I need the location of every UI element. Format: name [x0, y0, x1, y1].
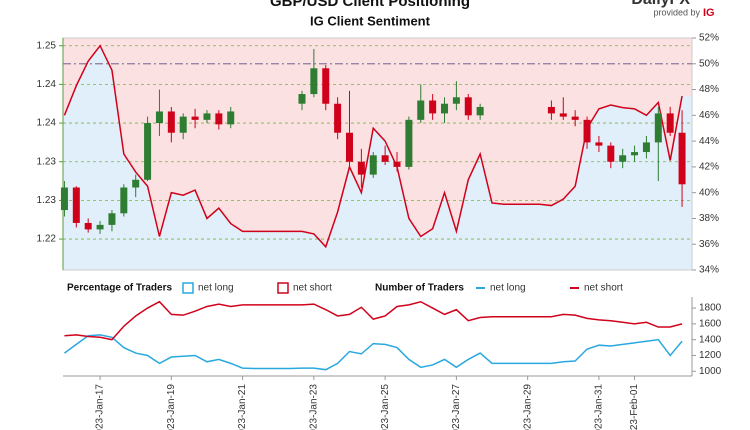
- long-area: [63, 45, 692, 270]
- y-tick-label: 1.24: [37, 79, 57, 90]
- legend-swatch: [182, 282, 194, 294]
- x-tick-label: 2023-Jan-27: [451, 384, 462, 430]
- y-tick-label: 1.23: [37, 195, 57, 206]
- y2-tick-label: 38%: [699, 213, 719, 224]
- candle-body: [464, 97, 472, 116]
- candle-body: [227, 111, 235, 125]
- candle-body: [179, 116, 187, 133]
- candle-body: [393, 161, 401, 167]
- candle-body: [167, 111, 175, 133]
- candle-body: [203, 113, 211, 120]
- candle-body: [357, 161, 365, 175]
- candle-body: [654, 113, 662, 143]
- x-tick-label: 2023-Jan-19: [166, 384, 177, 430]
- x-tick-label: 2023-Feb-01: [629, 384, 640, 430]
- candle-body: [476, 106, 484, 116]
- y2-tick-label: 50%: [699, 58, 719, 69]
- candle-body: [429, 100, 437, 114]
- brand-tagline: provided by: [653, 7, 700, 17]
- candle-body: [607, 145, 615, 162]
- count-line: [64, 300, 683, 341]
- y-tick-label: 1.22: [37, 234, 57, 245]
- candle-body: [322, 68, 330, 104]
- candle-body: [345, 132, 353, 162]
- legend-swatch: [277, 282, 289, 294]
- candle-body: [120, 187, 128, 214]
- lower-y-tick-label: 1400: [699, 334, 722, 345]
- y2-tick-label: 36%: [699, 239, 719, 250]
- candle-body: [108, 213, 116, 225]
- candle-body: [155, 111, 163, 124]
- candle-body: [405, 119, 413, 167]
- candle-body: [441, 103, 449, 114]
- sentiment-line: [63, 44, 683, 249]
- candle-body: [559, 113, 567, 117]
- legend-title: Number of Traders: [375, 283, 464, 294]
- candle-body: [678, 132, 686, 185]
- candle-body: [144, 123, 152, 180]
- candle-body: [642, 142, 650, 153]
- count-line: [63, 334, 683, 371]
- candle-body: [631, 152, 639, 156]
- candle-body: [619, 155, 627, 162]
- x-tick-label: 2023-Jan-31: [594, 384, 605, 430]
- legend-label: net long: [490, 283, 526, 294]
- candle-body: [96, 224, 104, 230]
- legend-label: net long: [198, 283, 234, 294]
- candle-body: [666, 113, 674, 133]
- y-tick-label: 1.24: [37, 118, 57, 129]
- x-tick-label: 2023-Jan-23: [309, 384, 320, 430]
- lower-y-tick-label: 1600: [699, 319, 722, 330]
- lower-y-tick-label: 1800: [699, 303, 722, 314]
- y2-tick-label: 46%: [699, 110, 719, 121]
- candle-body: [417, 100, 425, 120]
- y-tick-label: 1.25: [37, 40, 57, 51]
- candle-body: [369, 155, 377, 175]
- candle-body: [72, 187, 80, 223]
- candle-body: [381, 155, 389, 162]
- candle-body: [298, 94, 306, 104]
- candle-body: [595, 142, 603, 146]
- x-tick-label: 2023-Jan-17: [95, 384, 106, 430]
- lower-y-tick-label: 1200: [699, 350, 722, 361]
- candle-body: [84, 222, 92, 230]
- legend-title: Percentage of Traders: [67, 283, 172, 294]
- y2-tick-label: 40%: [699, 187, 719, 198]
- legend-label: net short: [293, 283, 332, 294]
- candle-body: [583, 119, 591, 143]
- candle-body: [60, 187, 68, 211]
- x-tick-label: 2023-Jan-25: [380, 384, 391, 430]
- y2-tick-label: 42%: [699, 162, 719, 173]
- candle-body: [215, 113, 223, 125]
- brand-name: DailyFX: [631, 0, 690, 8]
- y2-tick-label: 34%: [699, 265, 719, 276]
- chart-title: GBP/USD Client Positioning: [270, 0, 470, 10]
- y2-tick-label: 48%: [699, 84, 719, 95]
- x-tick-label: 2023-Jan-21: [237, 384, 248, 430]
- y2-tick-label: 52%: [699, 33, 719, 44]
- y2-tick-label: 44%: [699, 136, 719, 147]
- y-tick-label: 1.23: [37, 156, 57, 167]
- candle-body: [547, 106, 555, 114]
- x-tick-label: 2023-Jan-29: [522, 384, 533, 430]
- candle-body: [571, 116, 579, 120]
- chart-subtitle: IG Client Sentiment: [310, 13, 431, 28]
- candle-body: [334, 103, 342, 133]
- candle-body: [191, 116, 199, 120]
- legend-label: net short: [584, 283, 623, 294]
- candle-body: [452, 97, 460, 104]
- brand-mark: IG: [703, 7, 715, 19]
- candle-body: [132, 179, 140, 188]
- lower-y-tick-label: 1000: [699, 366, 722, 377]
- candle-body: [310, 68, 318, 95]
